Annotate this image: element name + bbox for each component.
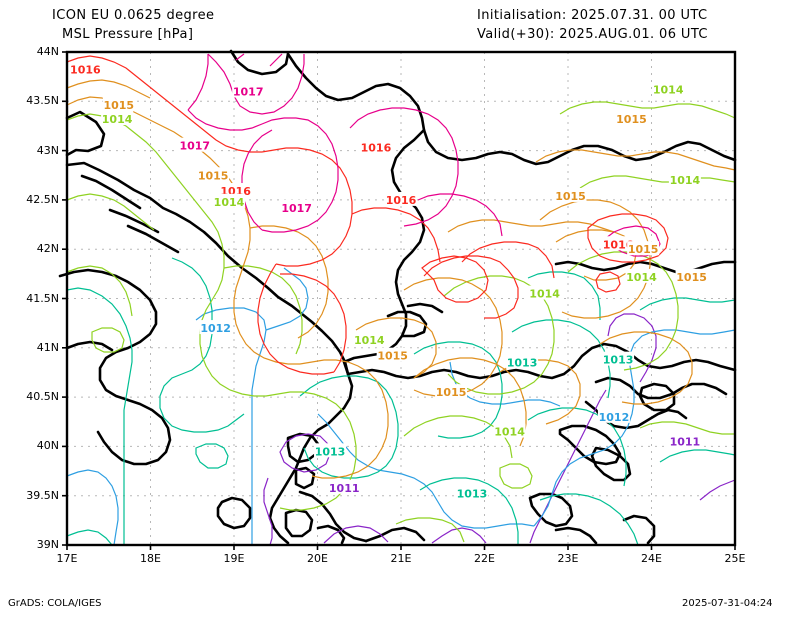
field-title: MSL Pressure [hPa] <box>62 27 194 42</box>
x-axis-tick-label: 21E <box>390 552 412 565</box>
contour-label: 1014 <box>529 288 560 301</box>
contour-label: 1014 <box>626 271 657 284</box>
contour-label: 1015 <box>198 169 229 182</box>
contour-label: 1017 <box>179 140 210 153</box>
valid-time: Valid(+30): 2025.AUG.01. 06 UTC <box>477 27 708 42</box>
isobar-1016 <box>66 55 669 375</box>
x-axis-tick-label: 25E <box>724 552 746 565</box>
contour-label: 1015 <box>616 113 647 126</box>
y-axis-tick-label: 43.5N <box>26 94 59 108</box>
contour-label: 1013 <box>507 357 538 370</box>
y-axis-tick-label: 43N <box>36 143 59 157</box>
grads-credit: GrADS: COLA/IGES <box>8 598 102 609</box>
contour-label: 1013 <box>603 354 634 367</box>
contour-label: 1011 <box>670 435 701 448</box>
contour-label: 1016 <box>603 238 634 251</box>
isobar-1014 <box>66 101 736 543</box>
contour-label: 1014 <box>354 334 385 347</box>
contour-label: 1014 <box>102 113 133 126</box>
initialisation-time: Initialisation: 2025.07.31. 00 UTC <box>477 8 708 23</box>
contour-label: 1014 <box>214 196 245 209</box>
model-title: ICON EU 0.0625 degree <box>52 8 215 23</box>
y-axis-tick-label: 41.5N <box>26 291 59 305</box>
x-axis-tick-label: 19E <box>223 552 245 565</box>
y-axis-tick-label: 42.5N <box>26 192 59 206</box>
contour-label: 1015 <box>628 243 659 256</box>
contour-label: 1015 <box>436 386 467 399</box>
contour-label: 1016 <box>361 142 392 155</box>
x-axis-tick-label: 23E <box>557 552 579 565</box>
y-axis-tick-label: 42N <box>36 242 59 256</box>
contour-label: 1017 <box>281 202 312 215</box>
contour-label: 1014 <box>670 174 701 187</box>
y-axis-tick-label: 40N <box>36 439 59 453</box>
isobar-1017 <box>187 53 661 257</box>
contour-label: 1015 <box>377 350 408 363</box>
x-axis-tick-label: 18E <box>140 552 161 565</box>
y-axis-tick-label: 39N <box>36 538 59 551</box>
contour-label: 1012 <box>200 322 231 335</box>
contour-label: 1012 <box>599 411 630 424</box>
x-axis-tick-label: 20E <box>307 552 328 565</box>
plot-frame <box>65 50 737 547</box>
contour-label: 1011 <box>329 482 360 495</box>
y-axis-tick-label: 39.5N <box>26 488 59 502</box>
y-axis-tick-label: 44N <box>36 45 59 58</box>
contour-label: 1015 <box>555 190 586 203</box>
contour-label: 1014 <box>653 83 684 96</box>
contour-label: 1016 <box>386 194 417 207</box>
isobar-1012 <box>66 267 736 546</box>
contour-label: 1015 <box>676 271 707 284</box>
x-axis-tick-label: 24E <box>641 552 662 565</box>
contour-label: 1014 <box>494 426 525 439</box>
contour-label: 1017 <box>233 85 264 98</box>
render-timestamp: 2025-07-31-04:24 <box>682 598 773 609</box>
contour-label: 1013 <box>457 488 488 501</box>
contour-label: 1016 <box>70 64 101 77</box>
x-axis-tick-label: 17E <box>56 552 78 565</box>
y-axis-tick-label: 41N <box>36 340 59 354</box>
contour-label: 1013 <box>315 445 346 458</box>
y-axis-tick-label: 40.5N <box>26 390 59 404</box>
contour-label: 1015 <box>103 99 134 112</box>
x-axis-tick-label: 22E <box>474 552 495 565</box>
